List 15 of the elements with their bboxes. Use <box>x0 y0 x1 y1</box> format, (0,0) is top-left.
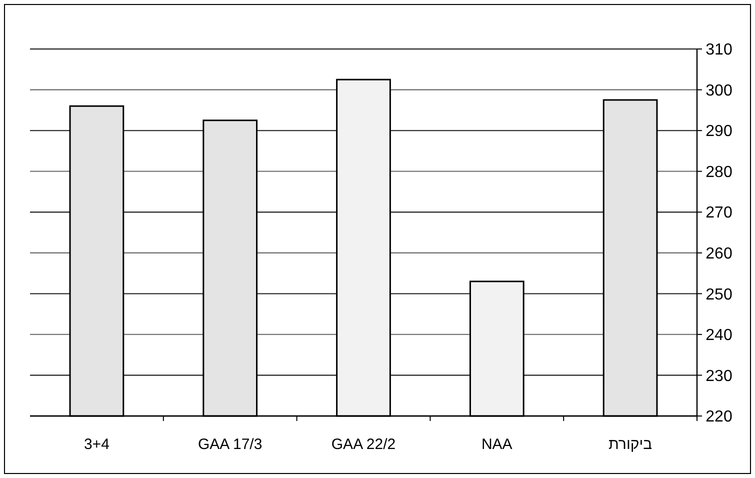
y-tick-label: 270 <box>706 204 732 222</box>
y-tick-label: 300 <box>706 82 732 100</box>
x-tick-label: ביקורת <box>608 436 652 453</box>
x-tick-label: GAA 17/3 <box>198 436 262 453</box>
y-tick-label: 260 <box>706 245 732 262</box>
y-tick-label: 310 <box>706 42 732 59</box>
x-tick-label: NAA <box>481 436 512 453</box>
y-tick-label: 290 <box>706 123 732 140</box>
x-tick-label: GAA 22/2 <box>331 436 396 453</box>
y-tick-label: 220 <box>706 408 732 426</box>
y-tick-label: 240 <box>706 327 732 344</box>
x-tick-label: 3+4 <box>84 436 110 453</box>
y-tick-label: 250 <box>706 286 732 304</box>
y-tick-label: 280 <box>706 164 732 181</box>
y-tick-label: 230 <box>706 368 732 385</box>
